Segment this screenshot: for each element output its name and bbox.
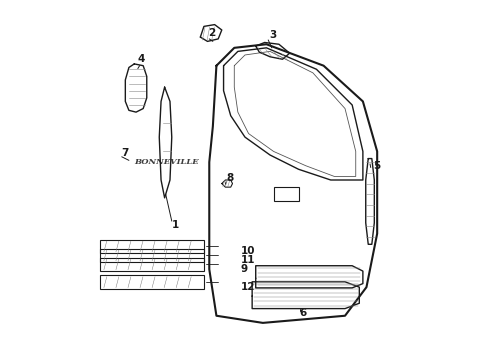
Bar [100, 257, 204, 271]
Text: BONNEVILLE: BONNEVILLE [134, 158, 199, 166]
Bar [273, 187, 298, 202]
Text: 12: 12 [241, 282, 255, 292]
Text: 4: 4 [137, 54, 145, 64]
Text: 3: 3 [269, 30, 276, 40]
Text: 2: 2 [209, 28, 216, 38]
Text: 7: 7 [121, 148, 128, 158]
Text: 9: 9 [241, 264, 248, 274]
Text: 5: 5 [373, 161, 380, 171]
Text: 8: 8 [226, 173, 233, 183]
Text: 6: 6 [300, 308, 307, 318]
Text: 10: 10 [241, 246, 255, 256]
Bar [100, 275, 204, 289]
Bar [100, 240, 204, 253]
Bar [100, 249, 204, 262]
Text: 1: 1 [172, 220, 179, 230]
Text: 11: 11 [241, 255, 255, 265]
